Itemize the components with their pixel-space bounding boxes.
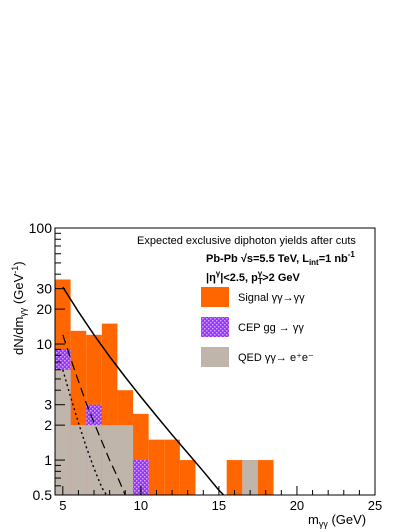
y-tick-label-0.5: 0.5 xyxy=(33,487,53,503)
x-axis-label: mγγ (GeV) xyxy=(308,512,366,529)
y-axis-ticks: 0.5 1 2 3 10 20 30 100 xyxy=(29,220,65,503)
cuts-annotation: |ηγ|<2.5, pTγ>2 GeV xyxy=(206,269,300,286)
x-tick-label-10: 10 xyxy=(134,498,148,513)
legend: Signal γγ→γγ CEP gg → γγ QED γγ→ e⁺e⁻ xyxy=(201,287,314,367)
legend-swatch-qed xyxy=(201,347,229,367)
bar-signal-6 xyxy=(148,439,165,495)
legend-label-qed: QED γγ→ e⁺e⁻ xyxy=(238,352,314,364)
chart-title: Expected exclusive diphoton yields after… xyxy=(137,235,356,247)
bar-qed-1 xyxy=(70,425,87,495)
bar-qed-0 xyxy=(55,369,71,495)
legend-swatch-signal xyxy=(201,287,229,307)
bar-signal-11 xyxy=(257,460,274,495)
bar-qed-5 xyxy=(242,460,258,495)
curve-dotted-2 xyxy=(62,369,108,496)
y-tick-label-100: 100 xyxy=(29,220,53,236)
legend-label-cep: CEP gg → γγ xyxy=(238,322,304,334)
bar-qed-4 xyxy=(117,425,134,495)
y-tick-label-30: 30 xyxy=(36,281,52,297)
legend-label-signal: Signal γγ→γγ xyxy=(238,292,305,304)
bar-signal-7 xyxy=(164,439,180,495)
y-axis-label: dN/dmγγ (GeV-1) xyxy=(10,261,28,355)
bar-cep-hatch-2 xyxy=(133,460,149,495)
curve-dashed-1 xyxy=(62,334,126,496)
y-tick-label-20: 20 xyxy=(36,301,52,317)
model-curves xyxy=(62,286,225,496)
histogram-bars xyxy=(55,279,274,495)
y-tick-label-1: 1 xyxy=(44,452,52,468)
bar-signal-9 xyxy=(226,460,243,495)
bar-qed-2 xyxy=(86,425,102,495)
y-tick-label-10: 10 xyxy=(36,336,52,352)
curve-solid-0 xyxy=(62,286,225,496)
x-axis-ticks: 5 10 15 20 25 xyxy=(59,486,382,513)
x-tick-label-15: 15 xyxy=(212,498,226,513)
plot-frame xyxy=(54,227,376,496)
y-tick-label-2: 2 xyxy=(44,417,52,433)
collision-annotation: Pb-Pb √s=5.5 TeV, Lint=1 nb-1 xyxy=(206,250,355,267)
bar-signal-8 xyxy=(179,460,196,495)
x-tick-label-25: 25 xyxy=(368,498,382,513)
x-tick-label-20: 20 xyxy=(290,498,304,513)
x-tick-label-5: 5 xyxy=(59,498,66,513)
legend-swatch-cep-hatch xyxy=(201,317,229,337)
y-tick-label-3: 3 xyxy=(44,397,52,413)
